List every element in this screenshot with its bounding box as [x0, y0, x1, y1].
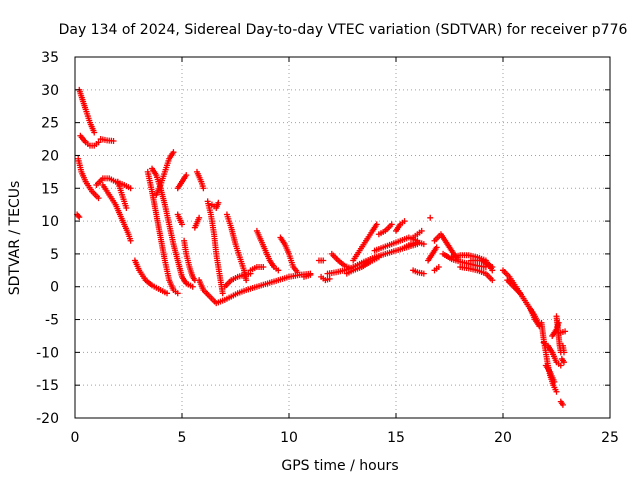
y-tick-label: 0 [50, 280, 59, 296]
data-point [562, 328, 569, 335]
plot-border [74, 56, 611, 419]
chart-title: Day 134 of 2024, Sidereal Day-to-day VTE… [59, 22, 628, 38]
data-point [76, 214, 83, 221]
data-point [433, 244, 440, 251]
y-tick-label: -15 [36, 378, 59, 394]
data-point [418, 227, 425, 234]
data-points [74, 86, 569, 408]
data-point [95, 195, 102, 202]
data-point [196, 214, 203, 221]
y-tick-label: 10 [41, 214, 59, 230]
data-point [427, 214, 434, 221]
data-point [388, 221, 395, 228]
data-point [294, 269, 301, 276]
data-point [110, 138, 117, 145]
data-point [553, 388, 560, 395]
data-point [260, 264, 267, 271]
y-tick-label: 25 [41, 116, 59, 132]
y-tick-label: -5 [45, 313, 59, 329]
x-tick-label: 25 [601, 430, 619, 446]
data-point [489, 277, 496, 284]
data-point [320, 257, 327, 264]
data-point [373, 221, 380, 228]
data-point [275, 267, 282, 274]
data-point [560, 359, 567, 366]
data-point [489, 264, 496, 271]
data-point [307, 271, 314, 278]
data-point [170, 149, 177, 156]
data-point [551, 378, 558, 385]
data-point [435, 264, 442, 271]
data-point [183, 172, 190, 179]
y-tick-label: 35 [41, 50, 59, 66]
x-tick-label: 15 [387, 430, 405, 446]
y-tick-label: -10 [36, 345, 59, 361]
data-point [375, 254, 382, 261]
data-point [179, 221, 185, 228]
y-tick-label: 30 [41, 83, 59, 99]
x-axis-label: GPS time / hours [281, 458, 398, 474]
x-tick-label: 5 [178, 430, 187, 446]
data-point [420, 270, 427, 277]
data-point [560, 349, 567, 356]
data-point [401, 218, 408, 225]
data-point [95, 139, 102, 146]
data-point [215, 199, 222, 206]
data-point [164, 290, 171, 297]
y-tick-label: 15 [41, 181, 59, 197]
data-point [127, 237, 134, 244]
data-point [517, 290, 524, 297]
x-tick-label: 10 [280, 430, 298, 446]
grid [75, 57, 610, 418]
data-point [243, 277, 250, 284]
data-point [200, 185, 207, 192]
x-tick-label: 0 [71, 430, 80, 446]
data-point [219, 290, 226, 297]
data-point [127, 185, 134, 192]
y-tick-label: 20 [41, 148, 59, 164]
data-point [174, 290, 181, 297]
data-point [420, 241, 427, 248]
data-point [91, 129, 98, 136]
x-tick-label: 20 [494, 430, 512, 446]
axis-ticks: 0 5 10 15 20 25 -20 -15 -10 -5 0 5 10 15 20 25 30 35 [36, 50, 619, 446]
data-point [326, 275, 333, 282]
data-point [123, 204, 130, 211]
y-axis-label: SDTVAR / TECUs [7, 181, 23, 296]
data-point [189, 283, 196, 290]
y-tick-label: 5 [50, 247, 59, 263]
data-point [559, 401, 566, 408]
data-point [557, 362, 564, 369]
y-tick-label: -20 [36, 411, 59, 427]
data-point [75, 212, 82, 219]
